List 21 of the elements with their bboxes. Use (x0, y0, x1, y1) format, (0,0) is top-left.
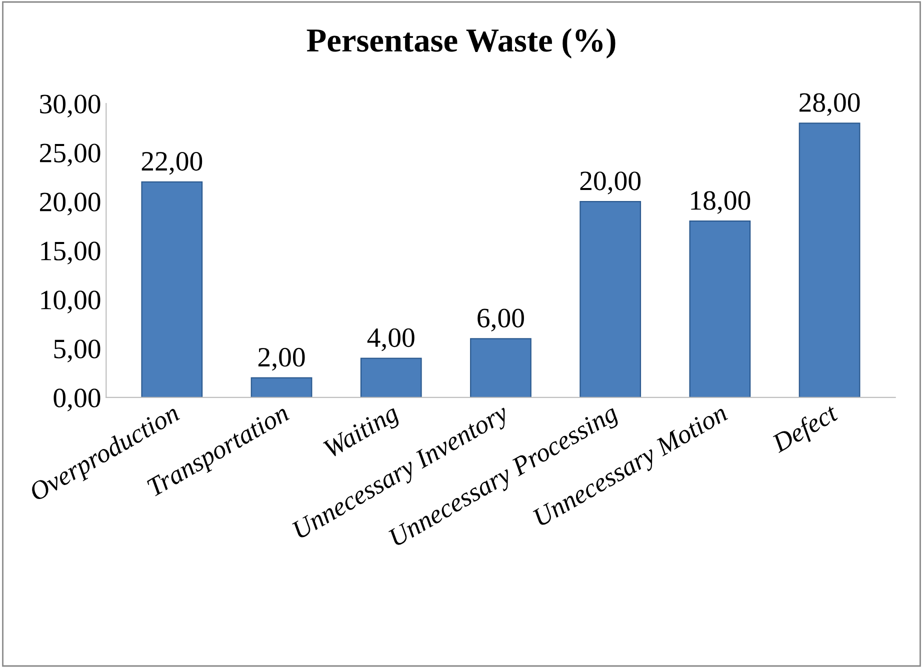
bar (360, 358, 422, 398)
bar (470, 338, 532, 398)
y-tick-label: 30,00 (40, 94, 100, 118)
bar (798, 122, 860, 398)
y-tick-label: 15,00 (41, 242, 100, 264)
data-label: 6,00 (478, 308, 524, 332)
bar (250, 377, 312, 398)
data-label: 28,00 (800, 93, 860, 116)
data-label: 20,00 (580, 172, 641, 194)
bar (580, 200, 642, 398)
chart-title: Persentase Waste (%) (306, 28, 616, 59)
y-tick-label: 20,00 (40, 192, 100, 216)
y-tick-label: 5,00 (54, 340, 100, 362)
data-label: 4,00 (367, 328, 414, 352)
data-label: 18,00 (691, 191, 750, 214)
y-tick-label: 10,00 (41, 290, 100, 314)
data-label: 2,00 (258, 348, 305, 371)
bar (141, 181, 203, 398)
y-tick-label: 25,00 (40, 144, 100, 166)
bar (689, 220, 751, 398)
data-label: 22,00 (142, 152, 202, 175)
